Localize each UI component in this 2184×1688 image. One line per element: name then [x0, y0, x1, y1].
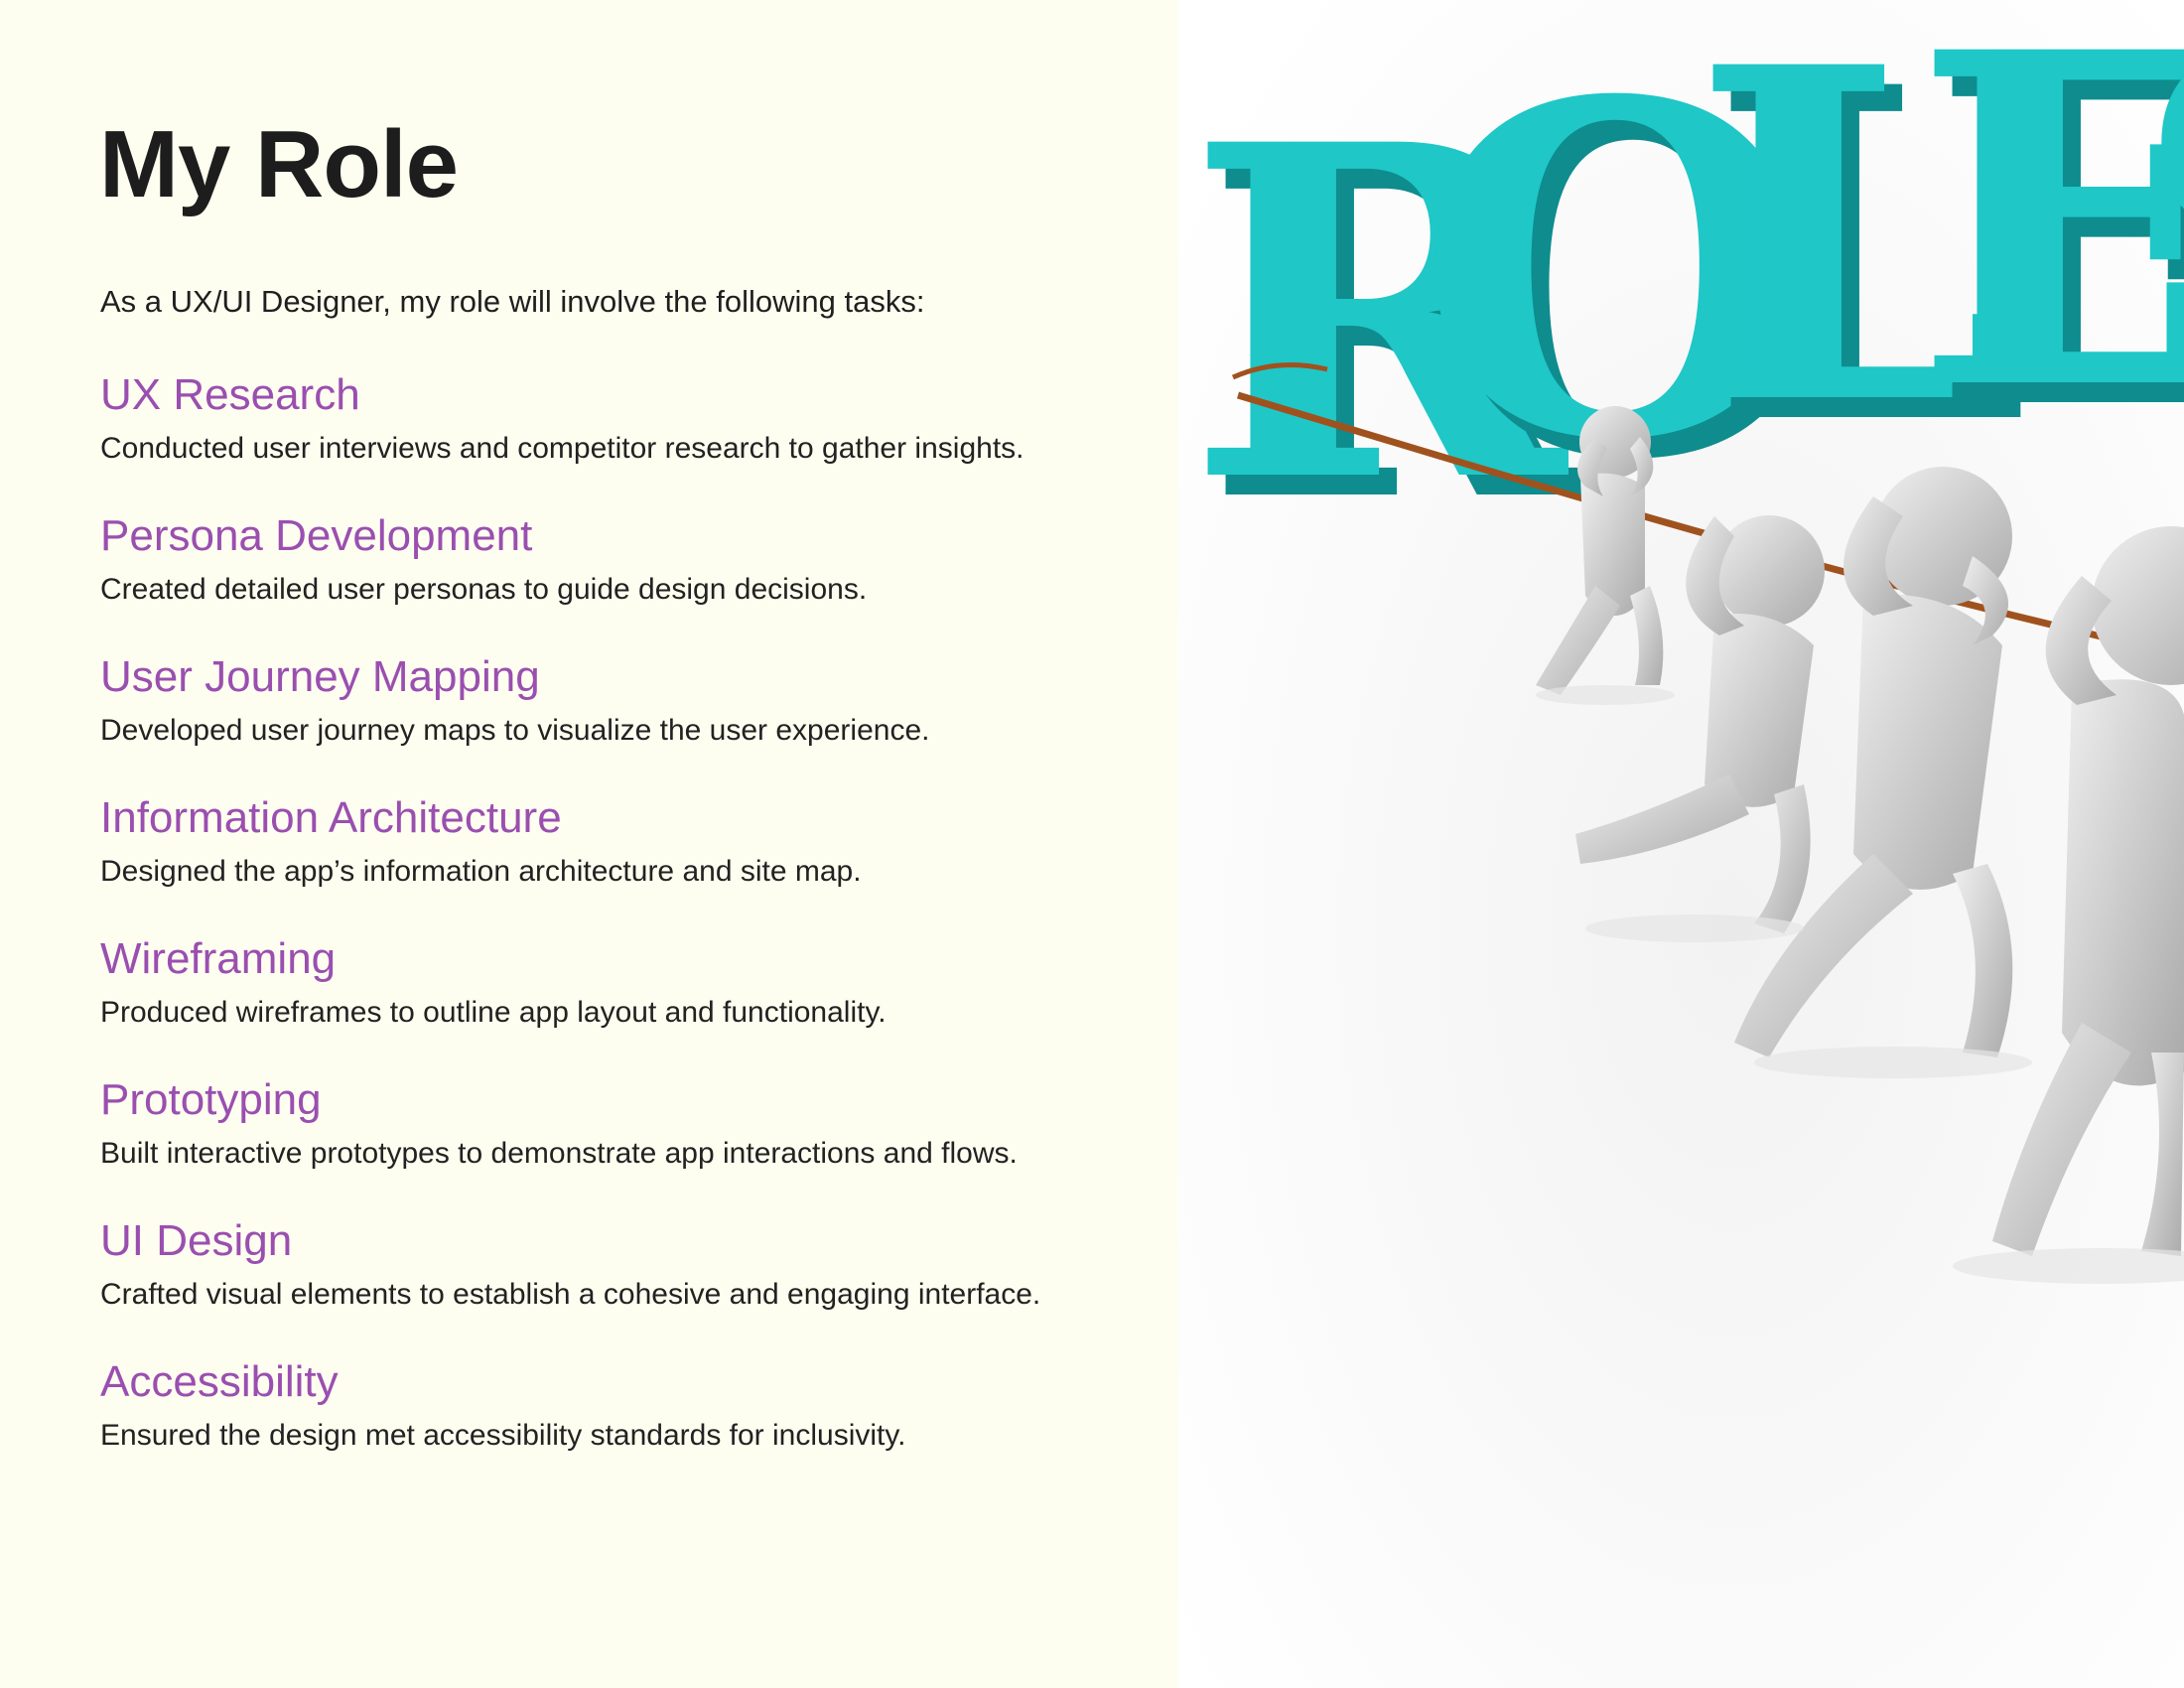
letter-r-shadow: R	[1204, 67, 1589, 603]
letter-e-shadow: E	[1931, 0, 2184, 510]
content-panel: My Role As a UX/UI Designer, my role wil…	[0, 0, 1178, 1688]
task-title: Information Architecture	[100, 793, 562, 842]
task-title: UX Research	[100, 370, 360, 419]
roles-illustration: R R O O L L E E S S	[1178, 0, 2184, 1688]
shadow	[1953, 1248, 2184, 1284]
task-list: UX Research Conducted user interviews an…	[100, 365, 1172, 1493]
rope-knot	[1231, 362, 1328, 380]
task-title: UI Design	[100, 1216, 293, 1265]
task-description: Crafted visual elements to establish a c…	[100, 1278, 1041, 1311]
task-description: Produced wireframes to outline app layou…	[100, 996, 887, 1029]
figure-1	[1536, 406, 1664, 695]
letter-e: E	[1913, 0, 2184, 491]
task-item: Prototyping Built interactive prototypes…	[100, 1070, 1172, 1211]
task-description: Developed user journey maps to visualize…	[100, 714, 930, 747]
page-title: My Role	[99, 111, 459, 217]
task-description: Built interactive prototypes to demonstr…	[100, 1137, 1018, 1170]
task-title: User Journey Mapping	[100, 652, 540, 701]
shadow	[1585, 914, 1804, 942]
task-item: User Journey Mapping Developed user jour…	[100, 647, 1172, 788]
letter-l-shadow: L	[1709, 0, 2030, 525]
letter-s: S	[2131, 0, 2184, 486]
letter-s-shadow: S	[2149, 0, 2184, 505]
task-item: UX Research Conducted user interviews an…	[100, 365, 1172, 506]
task-description: Created detailed user personas to guide …	[100, 573, 868, 606]
task-title: Wireframing	[100, 934, 337, 983]
task-description: Conducted user interviews and competitor…	[100, 432, 1024, 465]
figure-2	[1575, 515, 1825, 933]
task-item: Information Architecture Designed the ap…	[100, 788, 1172, 929]
task-item: Accessibility Ensured the design met acc…	[100, 1352, 1172, 1493]
intro-text: As a UX/UI Designer, my role will involv…	[100, 284, 925, 319]
task-title: Persona Development	[100, 511, 533, 560]
task-item: Wireframing Produced wireframes to outli…	[100, 929, 1172, 1070]
rope	[1236, 391, 2184, 659]
figure-4	[1992, 526, 2184, 1256]
task-title: Accessibility	[100, 1357, 339, 1406]
task-description: Designed the app’s information architect…	[100, 855, 862, 888]
tug-of-war-roles-illustration: R R O O L L E E S S	[1178, 0, 2184, 1688]
task-description: Ensured the design met accessibility sta…	[100, 1419, 906, 1452]
letter-l: L	[1692, 0, 2012, 505]
shadow	[1536, 685, 1675, 705]
shadow	[1754, 1047, 2032, 1078]
task-item: Persona Development Created detailed use…	[100, 506, 1172, 647]
task-item: UI Design Crafted visual elements to est…	[100, 1211, 1172, 1352]
figure-3	[1734, 467, 2013, 1057]
letter-r: R	[1186, 47, 1571, 583]
task-title: Prototyping	[100, 1075, 322, 1124]
